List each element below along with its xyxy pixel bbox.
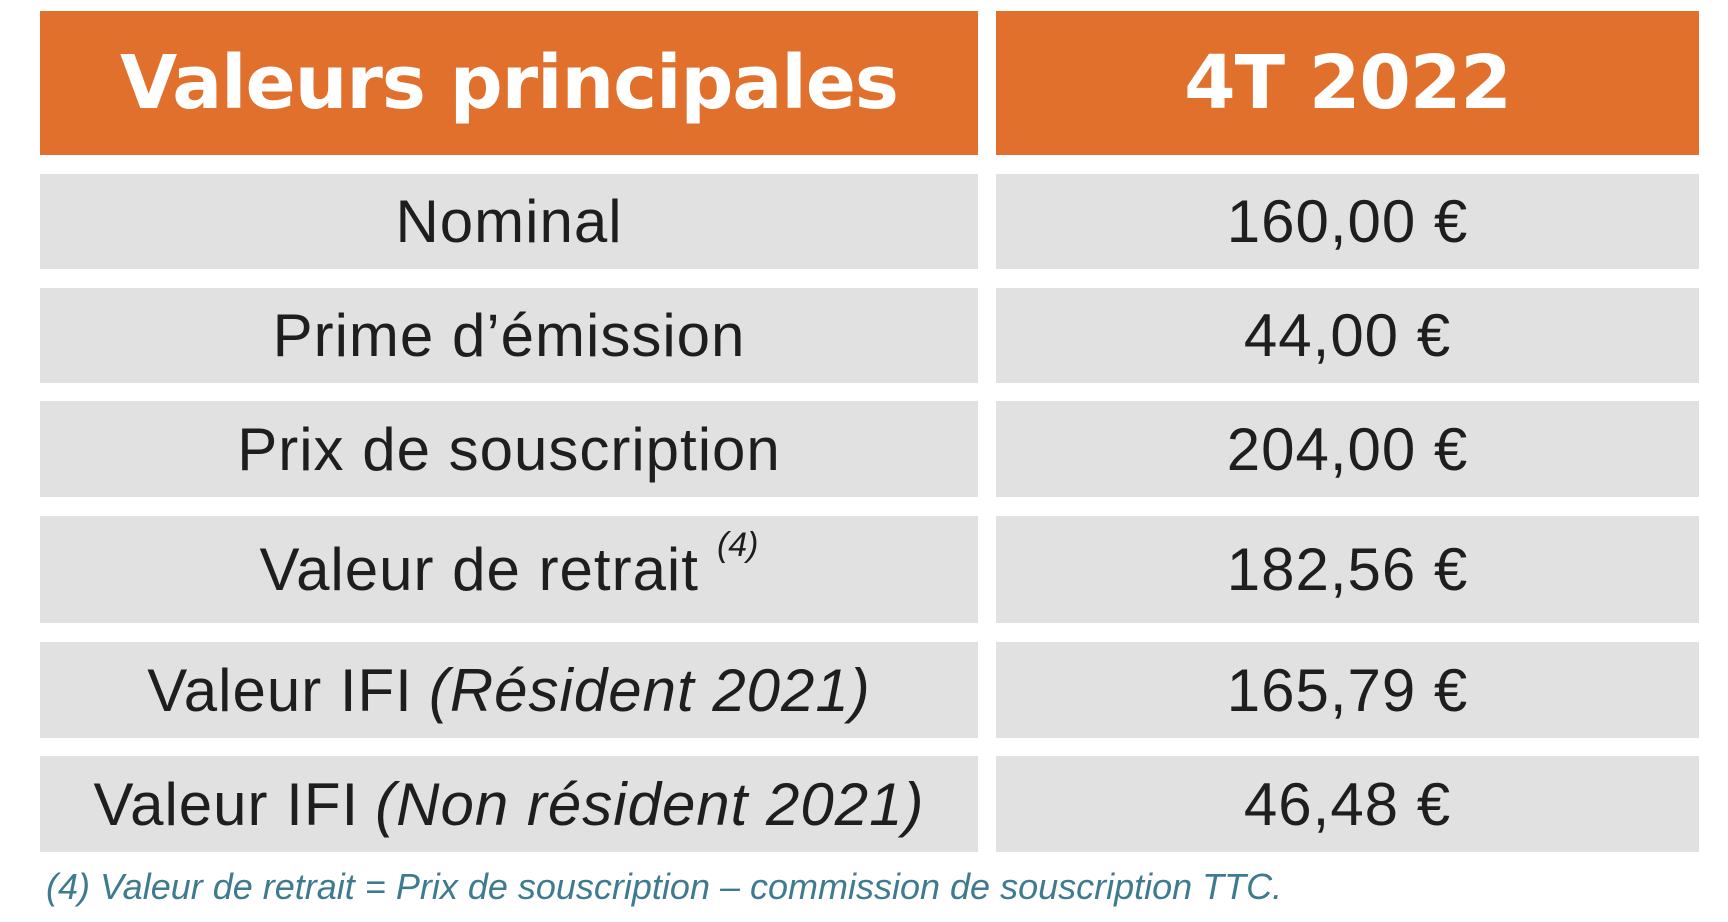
row-value: 165,79 € [1226, 656, 1469, 724]
row-value: 204,00 € [1226, 415, 1469, 483]
row-label: Valeur de retrait [259, 536, 699, 603]
row-prime-label-cell: Prime d’émission [40, 288, 978, 383]
row-prix-value-cell: 204,00 € [996, 401, 1699, 497]
row-qualifier: (Résident 2021) [428, 656, 871, 724]
row-nominal-value-cell: 160,00 € [996, 174, 1699, 269]
header-period-cell: 4T 2022 [996, 11, 1699, 155]
row-label: Valeur IFI [147, 656, 413, 724]
header-label: Valeurs principales [120, 40, 899, 126]
row-value: 160,00 € [1226, 188, 1469, 255]
row-retrait-value-cell: 182,56 € [996, 516, 1699, 623]
row-label: Valeur IFI [93, 770, 360, 838]
row-label: Nominal [395, 188, 623, 255]
row-prime-value-cell: 44,00 € [996, 288, 1699, 383]
row-value: 46,48 € [1243, 770, 1452, 838]
row-value: 44,00 € [1243, 302, 1452, 369]
row-ifi-resident-label-cell: Valeur IFI (Résident 2021) [40, 642, 978, 738]
row-prix-label-cell: Prix de souscription [40, 401, 978, 497]
row-value: 182,56 € [1226, 536, 1469, 603]
header-label-cell: Valeurs principales [40, 11, 978, 155]
row-ifi-non-resident-label-cell: Valeur IFI (Non résident 2021) [40, 756, 978, 852]
row-nominal-label-cell: Nominal [40, 174, 978, 269]
row-label: Prix de souscription [237, 415, 781, 483]
footnote: (4) Valeur de retrait = Prix de souscrip… [46, 866, 1283, 907]
footnote-marker: (4) [716, 526, 759, 564]
row-ifi-resident-value-cell: 165,79 € [996, 642, 1699, 738]
row-ifi-non-resident-value-cell: 46,48 € [996, 756, 1699, 852]
row-retrait-label-cell: Valeur de retrait (4) [40, 516, 978, 623]
row-qualifier: (Non résident 2021) [375, 770, 925, 838]
row-label: Prime d’émission [272, 302, 746, 369]
header-period: 4T 2022 [1184, 40, 1512, 126]
